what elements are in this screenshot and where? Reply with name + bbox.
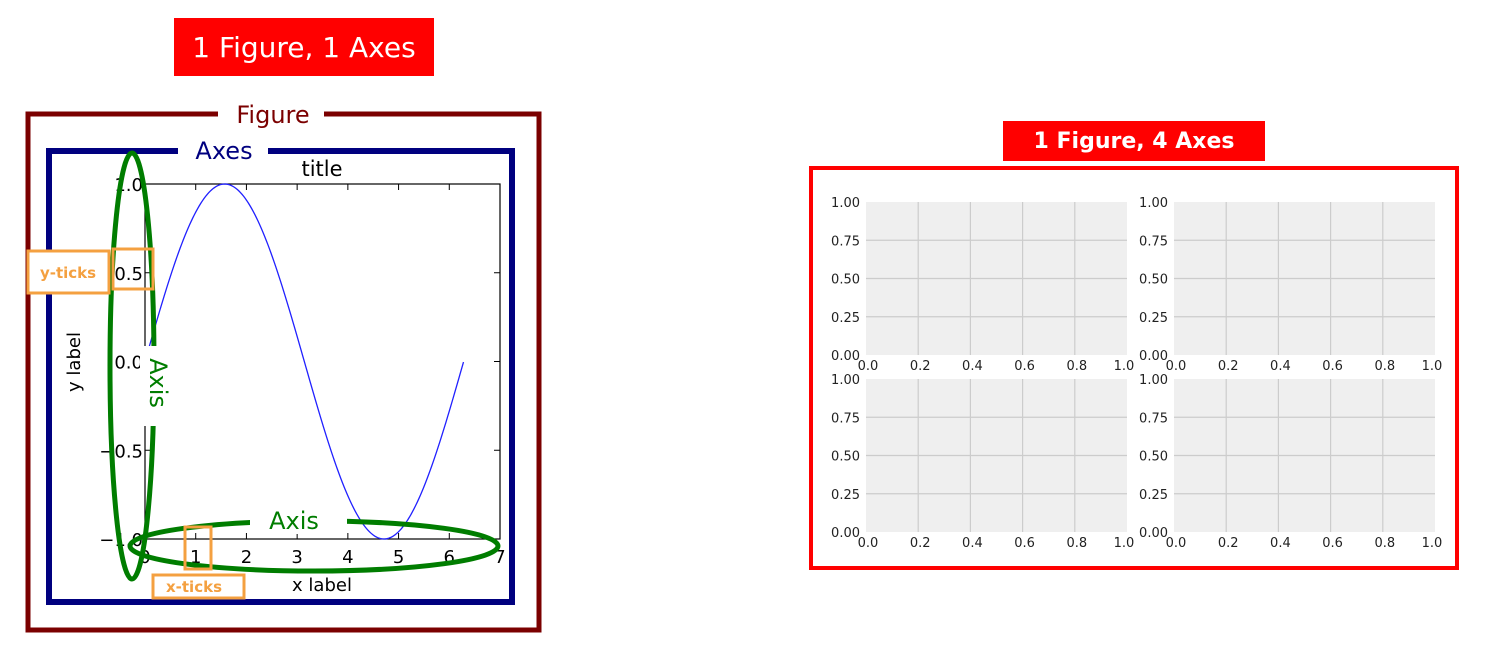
x-tick-label: 0.2	[1218, 359, 1239, 374]
x-tick-label: 1.0	[1114, 359, 1135, 374]
y-tick-label: 1.00	[1139, 196, 1168, 211]
y-tick-label: 0.25	[831, 488, 860, 503]
x-tick-label: 6	[444, 547, 455, 568]
y-tick-label: 0.00	[1139, 526, 1168, 541]
y-tick-label: 0.5	[114, 264, 143, 285]
x-tick-label: 0.6	[1014, 359, 1035, 374]
y-tick-label: 0.50	[1139, 450, 1168, 465]
x-tick-label: 1	[190, 547, 201, 568]
x-tick-label: 0.6	[1322, 359, 1343, 374]
x-axis-annotation: Axis	[269, 507, 319, 535]
one-axes-banner: 1 Figure, 1 Axes	[174, 18, 434, 76]
x-tick-label: 5	[393, 547, 404, 568]
x-tick-label: 0.4	[1270, 359, 1291, 374]
x-tick-label: 3	[291, 547, 302, 568]
x-tick-label: 0.4	[962, 536, 983, 551]
y-tick-label: 0.00	[831, 526, 860, 541]
x-tick-label: 0.2	[910, 359, 931, 374]
figure-label: Figure	[236, 101, 309, 129]
figure-frame	[25, 111, 542, 633]
four-axes-banner: 1 Figure, 4 Axes	[1003, 121, 1265, 161]
ytick-highlight-box	[111, 247, 155, 291]
x-tick-label: 0.0	[858, 359, 879, 374]
y-axis-annotation: Axis	[144, 358, 172, 408]
y-tick-label: 0.50	[831, 450, 860, 465]
subplot-1: 0.0 0.2 0.4 0.6 0.8 1.0 0.00 0.25 0.50 0.75 1.00	[831, 196, 1134, 374]
four-axes-figure-frame	[809, 166, 1459, 570]
y-tick-label: 0.00	[831, 349, 860, 364]
y-axis-label: y label	[64, 332, 85, 392]
x-tick-label: 0.2	[1218, 536, 1239, 551]
plot-title: title	[301, 157, 342, 181]
x-tick-label: 1.0	[1114, 536, 1135, 551]
x-tick-label: 4	[342, 547, 353, 568]
x-axis-label: x label	[292, 575, 352, 596]
y-tick-label: −0.5	[99, 441, 143, 462]
sine-line	[144, 183, 465, 540]
y-tick-label: 1.00	[1139, 373, 1168, 388]
x-tick-label: 0.2	[910, 536, 931, 551]
y-tick-label: 0.00	[1139, 349, 1168, 364]
xticks-callout-box	[151, 573, 246, 600]
x-tick-label: 0.6	[1014, 536, 1035, 551]
y-tick-label: 1.00	[831, 196, 860, 211]
x-tick-label: 0.6	[1322, 536, 1343, 551]
axes-label: Axes	[195, 137, 252, 165]
subplot-2: 0.0 0.2 0.4 0.6 0.8 1.0 0.00 0.25 0.50 0.75 1.00	[1139, 196, 1442, 374]
y-tick-label: 0.75	[831, 411, 860, 426]
y-tick-label: 0.75	[1139, 411, 1168, 426]
x-tick-label: 0.4	[1270, 536, 1291, 551]
xticks-callout-label: x-ticks	[166, 578, 222, 596]
x-tick-label: 0.8	[1066, 359, 1087, 374]
y-tick-label: 0.25	[1139, 311, 1168, 326]
subplot-4: 0.0 0.2 0.4 0.6 0.8 1.0 0.00 0.25 0.50 0.75 1.00	[1139, 373, 1442, 551]
axes-frame	[46, 148, 515, 605]
x-axis-label-gap	[250, 510, 347, 534]
x-tick-label: 0.4	[962, 359, 983, 374]
y-tick-label: 0.25	[831, 311, 860, 326]
x-tick-label: 0.0	[858, 536, 879, 551]
x-tick-label: 1.0	[1422, 536, 1443, 551]
x-tick-label: 0.0	[1166, 536, 1187, 551]
x-tick-label: 2	[241, 547, 252, 568]
x-tick-label: 0.8	[1374, 359, 1395, 374]
y-axis-label-gap	[140, 346, 162, 426]
x-tick-label: 7	[494, 547, 505, 568]
xtick-highlight-box	[183, 525, 213, 571]
y-tick-label: 0.75	[831, 234, 860, 249]
x-tick-label: 1.0	[1422, 359, 1443, 374]
x-tick-label: 0.0	[1166, 359, 1187, 374]
y-tick-label: 0.0	[114, 353, 143, 374]
y-tick-label: 0.50	[1139, 273, 1168, 288]
x-tick-label: 0.8	[1374, 536, 1395, 551]
plot-area	[144, 183, 501, 540]
y-tick-label: 0.50	[831, 273, 860, 288]
subplot-3: 0.0 0.2 0.4 0.6 0.8 1.0 0.00 0.25 0.50 0.75 1.00	[831, 373, 1134, 551]
y-tick-label: 1.00	[831, 373, 860, 388]
x-tick-label: 0.8	[1066, 536, 1087, 551]
yticks-callout-label: y-ticks	[40, 264, 96, 282]
y-tick-label: 0.75	[1139, 234, 1168, 249]
y-tick-label: 0.25	[1139, 488, 1168, 503]
yticks-callout-box	[26, 249, 111, 295]
